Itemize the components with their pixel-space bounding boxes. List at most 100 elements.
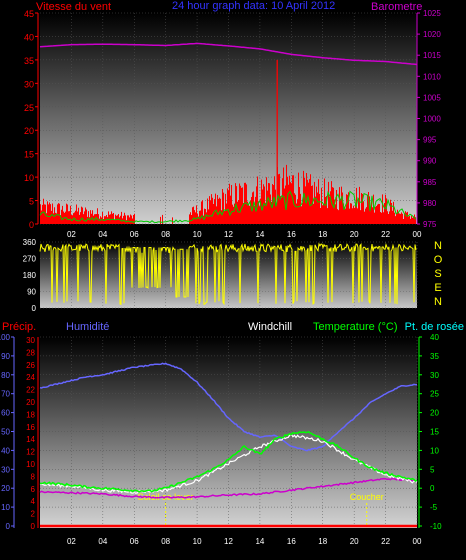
humidity-axis-ticks: 0 10 20 30 40 50 60 70 80 90 100 bbox=[0, 333, 14, 531]
barometer-tick-label: 1000 bbox=[423, 115, 441, 124]
time-tick-label: 10 bbox=[193, 230, 202, 239]
barometer-tick-label: 990 bbox=[423, 157, 437, 166]
barometer-tick-label: 1010 bbox=[423, 72, 441, 81]
time-tick-label: 14 bbox=[255, 537, 264, 546]
wind-tick-label: 5 bbox=[29, 197, 34, 207]
temperature-tick-label: 40 bbox=[430, 333, 439, 342]
time-tick-label: 20 bbox=[350, 537, 359, 546]
temperature-series bbox=[39, 430, 418, 493]
graph-title: 24 hour graph data: 10 April 2012 bbox=[172, 0, 335, 12]
humidity-tick-label: 10 bbox=[1, 503, 10, 512]
time-tick-label: 12 bbox=[224, 537, 233, 546]
barometer-tick-label: 1005 bbox=[423, 93, 441, 102]
direction-tick-label: 0 bbox=[32, 304, 37, 313]
precip-tick-label: 0 bbox=[31, 522, 36, 531]
direction-tick-label: 360 bbox=[23, 238, 37, 247]
direction-tick-label: 90 bbox=[27, 288, 36, 297]
precip-tick-label: 2 bbox=[31, 510, 36, 519]
time-tick-label: 02 bbox=[67, 230, 76, 239]
wind-direction-series bbox=[39, 242, 417, 306]
humidity-tick-label: 40 bbox=[1, 446, 10, 455]
temperature-tick-label: 20 bbox=[430, 409, 439, 418]
time-tick-label: 16 bbox=[287, 537, 296, 546]
time-tick-label: 04 bbox=[98, 230, 107, 239]
direction-tick-label: 180 bbox=[23, 271, 37, 280]
barometer-tick-label: 980 bbox=[423, 199, 437, 208]
windchill-label: Windchill bbox=[248, 321, 292, 333]
wind-axis-ticks: 0 5 10 15 20 25 30 35 40 45 bbox=[24, 9, 38, 230]
compass-label: O bbox=[434, 254, 443, 266]
time-tick-label: 08 bbox=[161, 537, 170, 546]
dewpoint-label: Pt. de rosée bbox=[405, 321, 464, 333]
wind-tick-label: 45 bbox=[24, 9, 34, 19]
humidity-time-ticks: 02 04 06 08 10 12 14 16 18 20 22 00 bbox=[67, 537, 422, 546]
precip-tick-label: 4 bbox=[31, 497, 36, 506]
direction-tick-label: 270 bbox=[23, 255, 37, 264]
humidity-series bbox=[39, 362, 418, 452]
time-tick-label: 00 bbox=[413, 230, 422, 239]
barometer-axis-ticks: 975 980 985 990 995 1000 1005 1010 1015 1020 1025 bbox=[417, 9, 441, 229]
precip-tick-label: 22 bbox=[26, 386, 35, 395]
humidity-tick-label: 80 bbox=[1, 371, 10, 380]
wind-tick-label: 35 bbox=[24, 56, 34, 66]
humidity-tick-label: 30 bbox=[1, 465, 10, 474]
wind-tick-label: 30 bbox=[24, 79, 34, 89]
wind-gust-line bbox=[39, 190, 417, 224]
time-tick-label: 18 bbox=[318, 230, 327, 239]
wind-tick-label: 20 bbox=[24, 126, 34, 136]
sun-event-label: Coucher bbox=[350, 492, 384, 502]
time-tick-label: 22 bbox=[381, 537, 390, 546]
wind-tick-label: 15 bbox=[24, 150, 34, 160]
temperature-tick-label: -10 bbox=[430, 522, 442, 531]
compass-label: N bbox=[434, 296, 442, 308]
compass-label: S bbox=[434, 268, 441, 280]
wind-gust-series bbox=[39, 190, 417, 224]
temperature-tick-label: 35 bbox=[430, 352, 439, 361]
precip-tick-label: 26 bbox=[26, 361, 35, 370]
time-tick-label: 08 bbox=[161, 230, 170, 239]
precip-tick-label: 16 bbox=[26, 423, 35, 432]
time-tick-label: 20 bbox=[350, 230, 359, 239]
precip-tick-label: 10 bbox=[26, 460, 35, 469]
precip-tick-label: 6 bbox=[31, 485, 36, 494]
barometer-tick-label: 1015 bbox=[423, 51, 441, 60]
barometer-tick-label: 1025 bbox=[423, 9, 441, 18]
time-tick-label: 14 bbox=[255, 230, 264, 239]
time-tick-label: 22 bbox=[381, 230, 390, 239]
wind-tick-label: 25 bbox=[24, 103, 34, 113]
precip-tick-label: 24 bbox=[26, 373, 35, 382]
time-tick-label: 12 bbox=[224, 230, 233, 239]
barometer-tick-label: 985 bbox=[423, 178, 437, 187]
humidity-tick-label: 60 bbox=[1, 409, 10, 418]
temperature-tick-label: 5 bbox=[430, 465, 435, 474]
precip-label: Précip. bbox=[2, 321, 36, 333]
temperature-label: Temperature (°C) bbox=[313, 321, 397, 333]
time-tick-label: 18 bbox=[318, 537, 327, 546]
precip-tick-label: 30 bbox=[26, 336, 35, 345]
direction-plot-grid bbox=[40, 241, 418, 309]
barometer-tick-label: 1020 bbox=[423, 30, 441, 39]
precip-tick-label: 14 bbox=[26, 435, 35, 444]
barometer-tick-label: 995 bbox=[423, 136, 437, 145]
time-tick-label: 02 bbox=[67, 537, 76, 546]
precip-tick-label: 18 bbox=[26, 410, 35, 419]
humidity-label: Humidité bbox=[66, 321, 109, 333]
time-tick-label: 06 bbox=[130, 230, 139, 239]
time-tick-label: 06 bbox=[130, 537, 139, 546]
precip-tick-label: 28 bbox=[26, 348, 35, 357]
temperature-tick-label: 25 bbox=[430, 390, 439, 399]
humidity-tick-label: 20 bbox=[1, 484, 10, 493]
time-tick-label: 16 bbox=[287, 230, 296, 239]
humidity-tick-label: 50 bbox=[1, 428, 10, 437]
compass-label: E bbox=[434, 282, 441, 294]
temperature-axis-ticks: -10 -5 0 5 10 15 20 25 30 35 40 bbox=[419, 333, 442, 531]
wind-plot-grid bbox=[40, 12, 418, 225]
windchill-series bbox=[39, 433, 418, 494]
wind-tick-label: 10 bbox=[24, 173, 34, 183]
wind-speed-label: Vitesse du vent bbox=[36, 1, 111, 13]
time-tick-label: 04 bbox=[98, 537, 107, 546]
